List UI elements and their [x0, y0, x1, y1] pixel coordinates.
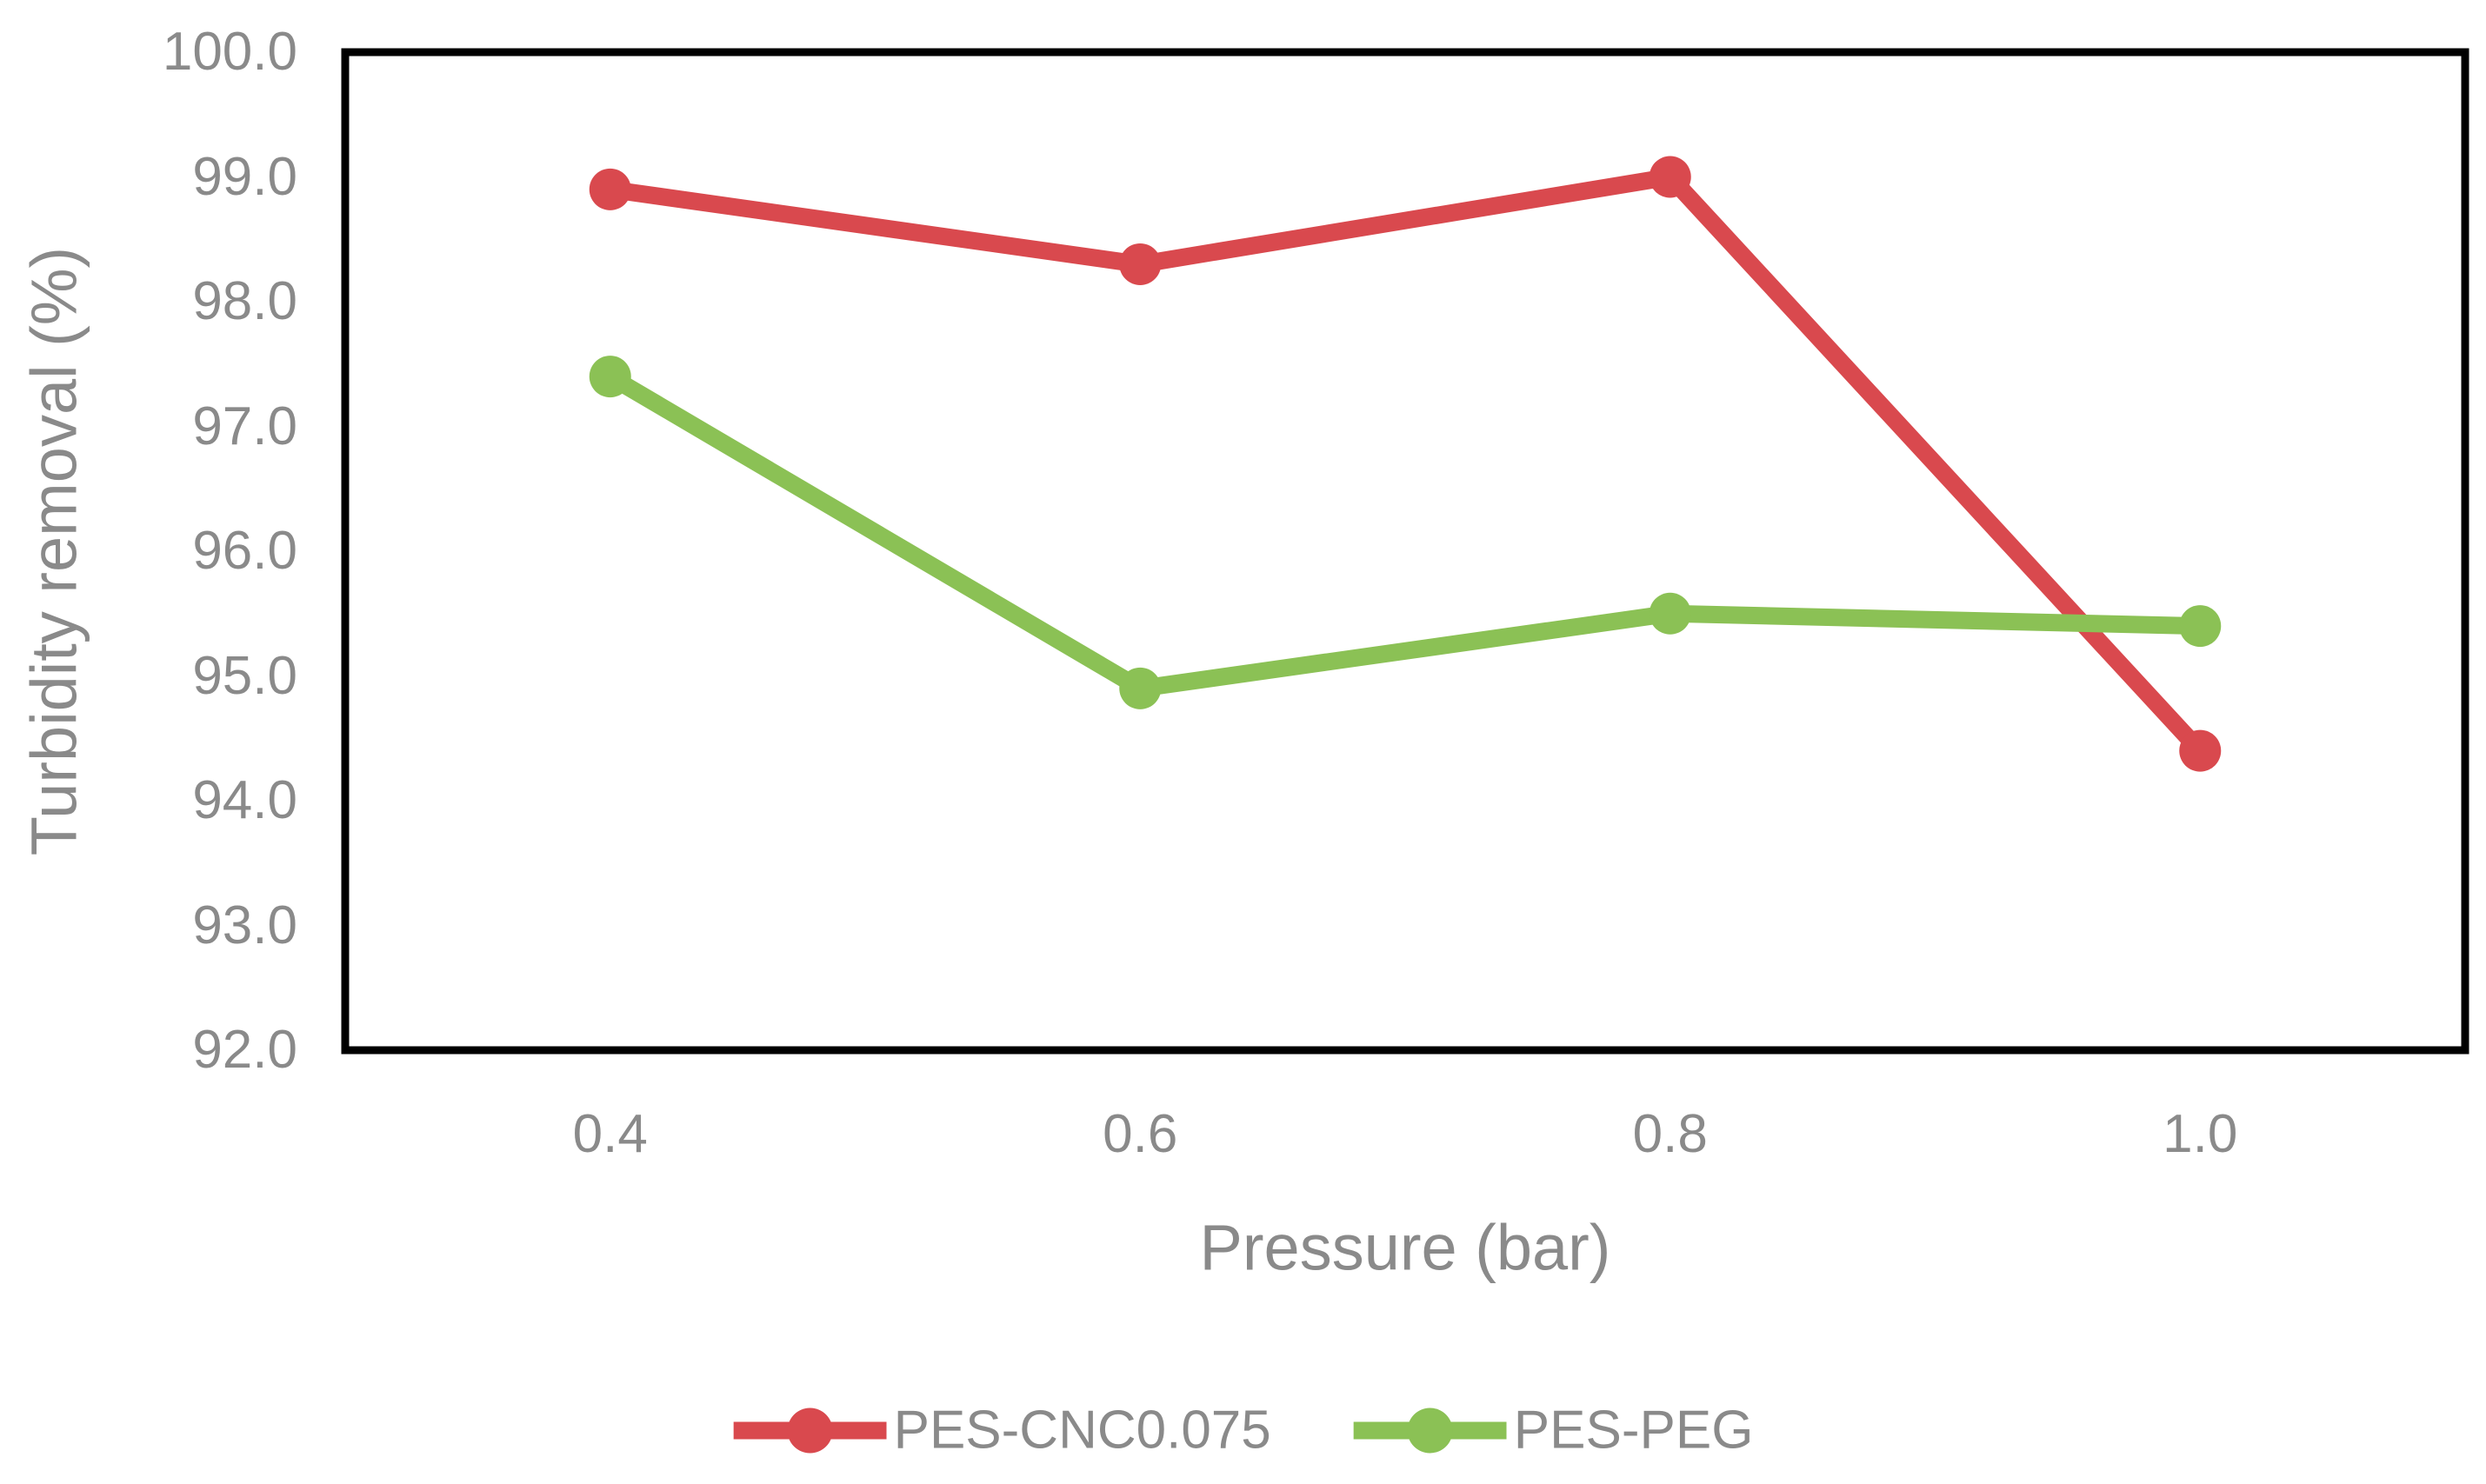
- series-line-pes-cnc0075: [609, 168, 2207, 757]
- y-tick-label: 93.0: [192, 895, 297, 955]
- y-tick-label: 95.0: [192, 645, 297, 706]
- legend-line-marker-icon: [1353, 1407, 1507, 1453]
- x-axis-title: Pressure (bar): [1199, 1211, 1611, 1284]
- data-point-marker: [589, 356, 631, 398]
- x-tick-label: 0.8: [1632, 1104, 1708, 1164]
- plot-area-frame: [341, 48, 2469, 1055]
- legend-label: PES-PEG: [1513, 1400, 1754, 1461]
- y-tick-label: 100.0: [162, 22, 297, 82]
- data-point-marker: [1649, 592, 1691, 635]
- legend-item-pes-peg: PES-PEG: [1353, 1400, 1754, 1461]
- data-point-marker: [2179, 729, 2222, 772]
- data-point-marker: [589, 168, 631, 210]
- x-tick-label: 0.6: [1103, 1104, 1178, 1164]
- legend-label: PES-CNC0.075: [893, 1400, 1271, 1461]
- legend: PES-CNC0.075 PES-PEG: [733, 1400, 1754, 1461]
- data-point-marker: [2179, 605, 2222, 648]
- y-tick-label: 98.0: [192, 271, 297, 331]
- y-tick-label: 99.0: [192, 146, 297, 207]
- y-tick-label: 94.0: [192, 770, 297, 830]
- y-tick-label: 97.0: [192, 396, 297, 456]
- legend-line-marker-icon: [733, 1407, 887, 1453]
- data-point-marker: [1119, 667, 1162, 709]
- x-tick-label: 0.4: [572, 1104, 648, 1164]
- y-tick-label: 92.0: [192, 1020, 297, 1080]
- data-point-marker: [1649, 156, 1691, 198]
- series-line-pes-peg: [605, 369, 2201, 697]
- x-tick-label: 1.0: [2163, 1104, 2238, 1164]
- y-tick-label: 96.0: [192, 521, 297, 581]
- data-point-marker: [1119, 243, 1162, 285]
- legend-item-pes-cnc0075: PES-CNC0.075: [733, 1400, 1271, 1461]
